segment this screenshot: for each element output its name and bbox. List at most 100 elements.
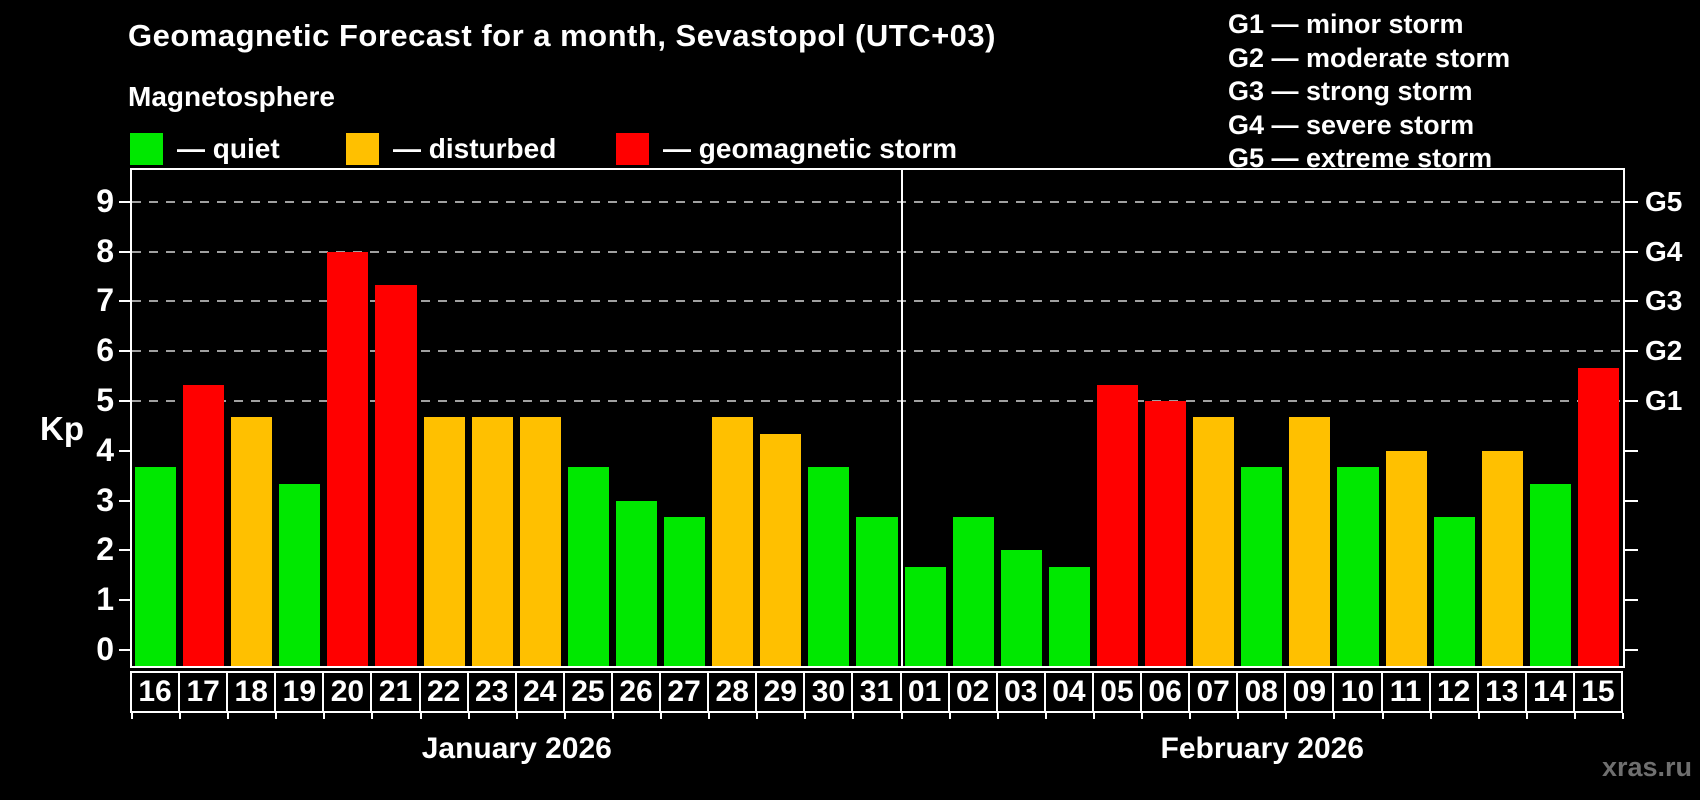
kp-bar [231, 417, 273, 666]
kp-bar [1433, 517, 1475, 666]
y-axis-tick [119, 250, 130, 253]
y-axis-tick [1625, 649, 1638, 651]
day-label: 30 [803, 671, 854, 713]
plot-area [130, 168, 1625, 668]
day-label: 18 [226, 671, 277, 713]
kp-bar [952, 517, 994, 666]
day-boundary-tick [708, 713, 711, 719]
y-axis-tick [119, 599, 130, 602]
g-level-label: G5 [1645, 185, 1683, 217]
kp-bar [1385, 450, 1427, 666]
day-boundary-tick [852, 713, 855, 719]
day-boundary-tick [804, 713, 807, 719]
y-axis-tick-label: 8 [96, 232, 114, 269]
day-label: 27 [659, 671, 710, 713]
kp-bar [1577, 367, 1619, 666]
kp-bar [135, 467, 177, 666]
g2-legend-line: G2 — moderate storm [1228, 42, 1511, 73]
kp-bar [1048, 566, 1090, 666]
y-axis-tick [119, 200, 130, 203]
g1-legend-line: G1 — minor storm [1228, 9, 1464, 39]
y-axis-tick [119, 649, 130, 651]
y-axis-tick [119, 549, 130, 552]
kp-bar [856, 517, 898, 666]
y-axis-tick-label: 3 [96, 481, 114, 518]
day-label: 09 [1284, 671, 1335, 713]
day-boundary-tick [611, 713, 614, 719]
day-label: 03 [995, 671, 1046, 713]
day-boundary-tick [131, 713, 133, 719]
storm-color-swatch [616, 133, 649, 165]
grid-line [132, 250, 1623, 253]
kp-bar [664, 517, 706, 666]
y-axis-tick-label: 5 [96, 382, 114, 418]
day-label: 05 [1091, 671, 1143, 713]
kp-bar [712, 417, 754, 666]
day-label: 06 [1140, 671, 1191, 713]
day-boundary-tick [996, 713, 999, 719]
g-scale-legend: G1 — minor storm G2 — moderate storm G3 … [1228, 8, 1510, 176]
day-boundary-tick [1237, 713, 1240, 719]
day-label: 15 [1572, 671, 1623, 713]
y-axis-tick [119, 499, 130, 502]
day-label: 17 [178, 671, 229, 713]
day-boundary-tick [227, 713, 230, 719]
kp-bar [760, 434, 802, 666]
kp-bar [519, 417, 561, 666]
magnetosphere-subtitle: Magnetosphere [128, 81, 335, 112]
legend-item-disturbed: — disturbed [346, 132, 556, 166]
day-label: 14 [1524, 671, 1575, 713]
month-label: February 2026 [1160, 732, 1364, 765]
y-axis-tick [119, 400, 130, 402]
day-label: 04 [1043, 671, 1094, 713]
day-label: 08 [1236, 671, 1287, 713]
kp-bar [1241, 467, 1283, 666]
y-axis-tick-label: 9 [96, 182, 114, 219]
month-label: January 2026 [421, 732, 612, 765]
day-label: 12 [1428, 671, 1479, 713]
day-label: 21 [370, 671, 421, 713]
watermark: xras.ru [1601, 752, 1692, 782]
day-boundary-tick [1429, 713, 1432, 719]
day-boundary-tick [467, 713, 470, 719]
day-boundary-tick [756, 713, 759, 719]
kp-bar [567, 467, 609, 666]
grid-line [132, 400, 1623, 402]
day-label: 13 [1476, 671, 1527, 713]
day-boundary-tick [1044, 713, 1047, 719]
kp-bar [279, 484, 321, 666]
kp-bar [1481, 450, 1523, 666]
y-axis-tick [119, 350, 130, 353]
day-boundary-tick [1381, 713, 1384, 719]
day-label: 29 [755, 671, 806, 713]
day-label: 02 [947, 671, 998, 713]
day-boundary-tick [660, 713, 663, 719]
day-boundary-tick [275, 713, 278, 719]
kp-bar [808, 467, 850, 666]
y-axis-tick [1625, 250, 1638, 253]
day-boundary-tick [1573, 713, 1576, 719]
month-divider [900, 170, 903, 666]
day-boundary-tick [900, 713, 903, 719]
day-label: 31 [851, 671, 902, 713]
quiet-color-swatch [130, 133, 163, 165]
legend-item-quiet: — quiet [130, 132, 280, 166]
day-label: 01 [899, 671, 950, 713]
grid-line [132, 350, 1623, 353]
day-label: 24 [514, 671, 565, 713]
y-axis-tick-label: 1 [96, 581, 114, 618]
day-label: 07 [1188, 671, 1239, 713]
day-boundary-tick [323, 713, 326, 719]
kp-bar [1000, 550, 1042, 666]
g4-legend-line: G4 — severe storm [1228, 109, 1475, 140]
kp-bar [1145, 401, 1187, 666]
day-boundary-tick [1477, 713, 1480, 719]
kp-bar [423, 417, 465, 666]
y-axis-tick [1625, 300, 1638, 303]
kp-bar [375, 284, 417, 666]
y-axis-tick [119, 300, 130, 303]
disturbed-color-swatch [346, 133, 379, 165]
kp-bar [1529, 484, 1571, 666]
day-boundary-tick [1141, 713, 1144, 719]
kp-bar [471, 417, 513, 666]
